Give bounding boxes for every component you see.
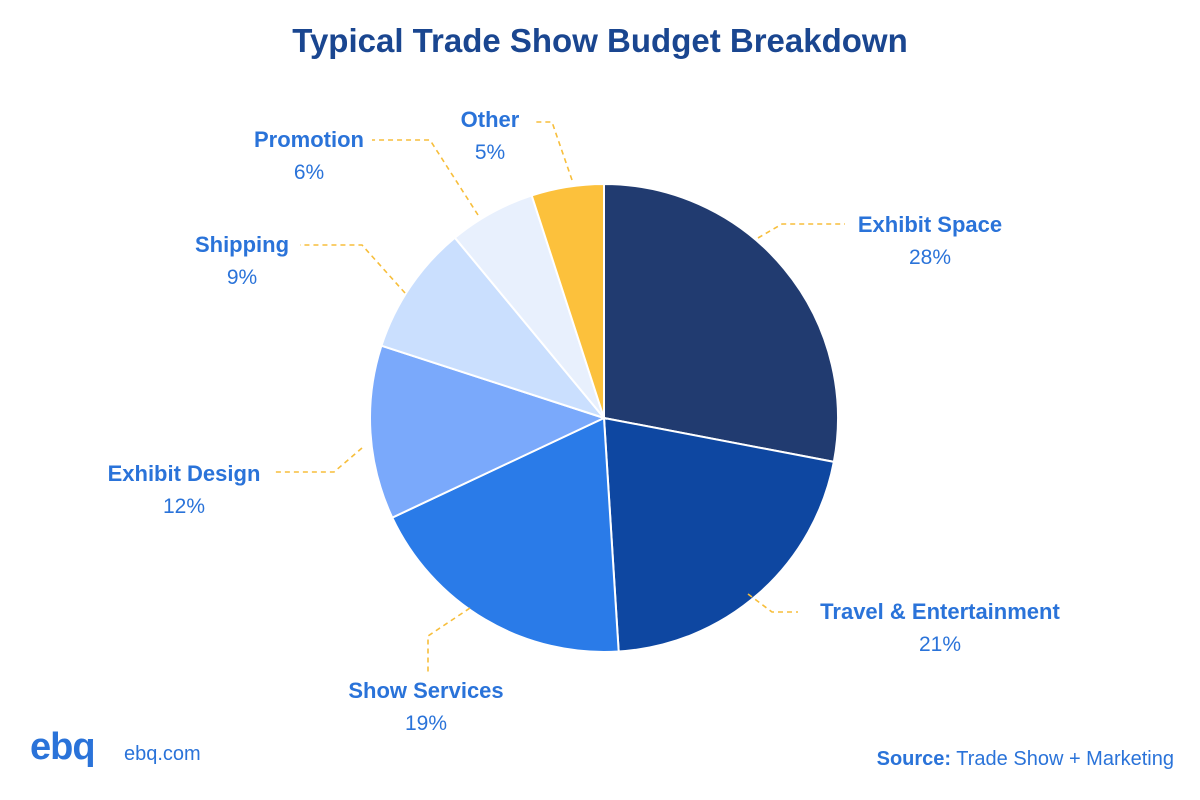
slice-value-exhibit-space: 28%	[909, 246, 951, 269]
source-credit: Source: Trade Show + Marketing	[877, 748, 1174, 771]
slice-value-promotion: 6%	[294, 161, 324, 184]
slice-label-shipping: Shipping	[195, 232, 289, 257]
pie-slice-shipping	[380, 236, 607, 421]
chart-title: Typical Trade Show Budget Breakdown	[292, 22, 908, 59]
slice-value-travel-entertainment: 21%	[919, 633, 961, 656]
slice-value-shipping: 9%	[227, 266, 257, 289]
brand-url[interactable]: ebq.com	[124, 743, 201, 765]
leader-line-exhibit-space	[757, 223, 845, 239]
slice-label-other: Other	[461, 107, 520, 132]
slice-label-travel-entertainment: Travel & Entertainment	[820, 599, 1060, 624]
pie-slice-other	[530, 182, 605, 419]
ebq-logo: ebq	[30, 726, 96, 768]
slice-label-exhibit-design: Exhibit Design	[108, 461, 261, 486]
slice-label-show-services: Show Services	[348, 678, 503, 703]
pie-slice-exhibit-space	[603, 182, 839, 464]
leader-line-promotion	[372, 139, 479, 216]
leader-line-exhibit-design	[272, 447, 363, 473]
pie-slice-show-services	[390, 416, 620, 653]
slice-value-show-services: 19%	[405, 712, 447, 735]
slice-value-other: 5%	[475, 141, 505, 164]
leader-line-travel-entertainment	[747, 593, 798, 613]
pie-slice-exhibit-design	[369, 344, 607, 519]
slice-value-exhibit-design: 12%	[163, 495, 205, 518]
slice-label-promotion: Promotion	[254, 127, 364, 152]
source-text: Trade Show + Marketing	[956, 748, 1174, 770]
leader-line-other	[536, 121, 573, 181]
leader-line-shipping	[300, 244, 406, 294]
source-label: Source:	[876, 748, 952, 770]
pie-slice-travel-entertainment	[602, 416, 836, 653]
slice-label-exhibit-space: Exhibit Space	[858, 212, 1002, 237]
leader-line-show-services	[427, 607, 471, 672]
